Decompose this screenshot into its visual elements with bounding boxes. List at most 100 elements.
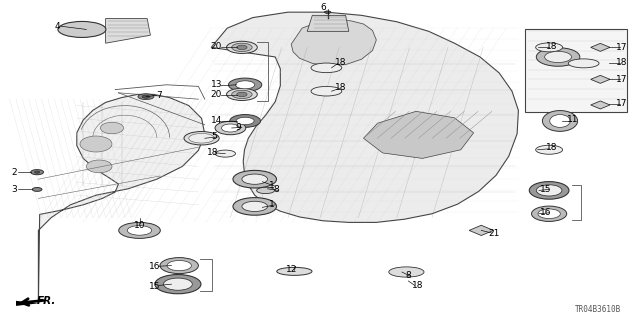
Ellipse shape xyxy=(388,267,424,277)
Ellipse shape xyxy=(58,21,106,37)
Text: 6: 6 xyxy=(321,4,326,12)
Text: 20: 20 xyxy=(211,90,222,99)
Text: 18: 18 xyxy=(546,143,557,152)
Ellipse shape xyxy=(184,132,219,145)
Ellipse shape xyxy=(33,188,42,191)
Ellipse shape xyxy=(155,275,201,294)
Text: 14: 14 xyxy=(211,116,222,125)
Ellipse shape xyxy=(35,171,40,173)
Text: 1: 1 xyxy=(269,200,275,209)
Ellipse shape xyxy=(550,115,570,127)
Text: 5: 5 xyxy=(212,132,217,141)
Ellipse shape xyxy=(324,11,331,13)
Ellipse shape xyxy=(236,81,255,89)
Ellipse shape xyxy=(248,176,261,182)
Polygon shape xyxy=(469,225,493,236)
Polygon shape xyxy=(16,301,38,306)
Ellipse shape xyxy=(568,59,599,68)
Ellipse shape xyxy=(160,258,198,274)
Text: 9: 9 xyxy=(236,123,241,132)
Ellipse shape xyxy=(536,48,580,66)
Ellipse shape xyxy=(242,174,268,184)
Ellipse shape xyxy=(221,124,239,132)
Bar xyxy=(525,29,627,112)
Text: 15: 15 xyxy=(540,185,551,194)
Text: 3: 3 xyxy=(12,185,17,194)
Text: 13: 13 xyxy=(211,80,222,89)
Ellipse shape xyxy=(536,145,563,154)
Text: TR04B3610B: TR04B3610B xyxy=(575,305,621,314)
Text: 4: 4 xyxy=(55,22,60,31)
Ellipse shape xyxy=(189,133,214,143)
Text: 18: 18 xyxy=(335,84,346,92)
Ellipse shape xyxy=(167,260,191,271)
Text: 17: 17 xyxy=(616,75,628,84)
Text: 21: 21 xyxy=(488,229,500,238)
Text: 2: 2 xyxy=(12,168,17,177)
Text: 18: 18 xyxy=(616,58,628,67)
Polygon shape xyxy=(307,15,349,31)
Polygon shape xyxy=(364,111,474,158)
Text: 18: 18 xyxy=(412,281,423,290)
Text: 17: 17 xyxy=(616,100,628,108)
Ellipse shape xyxy=(119,222,161,238)
Ellipse shape xyxy=(543,110,578,131)
Ellipse shape xyxy=(227,88,257,100)
Ellipse shape xyxy=(232,43,252,52)
Ellipse shape xyxy=(542,187,556,194)
Text: 20: 20 xyxy=(211,42,222,51)
Ellipse shape xyxy=(545,51,572,63)
Text: 16: 16 xyxy=(540,208,551,217)
Ellipse shape xyxy=(232,90,252,99)
Circle shape xyxy=(100,122,124,134)
Text: FR.: FR. xyxy=(37,296,56,306)
Ellipse shape xyxy=(31,170,44,175)
Polygon shape xyxy=(591,101,610,109)
Text: 8: 8 xyxy=(406,271,411,280)
Text: 7: 7 xyxy=(156,91,161,100)
Ellipse shape xyxy=(227,41,257,53)
Ellipse shape xyxy=(531,206,567,221)
Text: 1: 1 xyxy=(269,181,275,190)
Ellipse shape xyxy=(228,78,262,92)
Ellipse shape xyxy=(321,16,335,21)
Circle shape xyxy=(86,160,112,173)
Polygon shape xyxy=(591,43,610,51)
Ellipse shape xyxy=(142,95,150,98)
Text: 16: 16 xyxy=(149,262,161,271)
Ellipse shape xyxy=(127,226,152,235)
Ellipse shape xyxy=(138,94,154,100)
Text: 10: 10 xyxy=(134,221,145,230)
Ellipse shape xyxy=(536,185,562,196)
Ellipse shape xyxy=(237,45,247,50)
Ellipse shape xyxy=(257,187,275,194)
Ellipse shape xyxy=(311,86,342,96)
Text: 18: 18 xyxy=(546,42,557,51)
Ellipse shape xyxy=(538,209,561,219)
Text: 8: 8 xyxy=(274,185,279,194)
Ellipse shape xyxy=(248,204,261,209)
Ellipse shape xyxy=(230,115,260,127)
Ellipse shape xyxy=(233,197,276,215)
Ellipse shape xyxy=(536,43,563,52)
Ellipse shape xyxy=(233,170,276,188)
Text: 17: 17 xyxy=(616,43,628,52)
Ellipse shape xyxy=(551,54,565,60)
Ellipse shape xyxy=(242,201,268,212)
Polygon shape xyxy=(591,76,610,83)
Text: 18: 18 xyxy=(335,58,346,67)
Ellipse shape xyxy=(170,281,186,288)
Polygon shape xyxy=(211,12,518,222)
Ellipse shape xyxy=(311,63,342,73)
Text: 15: 15 xyxy=(149,282,161,291)
Text: 18: 18 xyxy=(207,148,218,157)
Ellipse shape xyxy=(237,92,247,97)
Polygon shape xyxy=(106,19,150,43)
Ellipse shape xyxy=(164,278,193,290)
Ellipse shape xyxy=(529,181,569,199)
Ellipse shape xyxy=(277,268,312,275)
Polygon shape xyxy=(38,94,205,304)
Polygon shape xyxy=(291,20,376,66)
Ellipse shape xyxy=(236,117,254,124)
Ellipse shape xyxy=(215,121,246,135)
